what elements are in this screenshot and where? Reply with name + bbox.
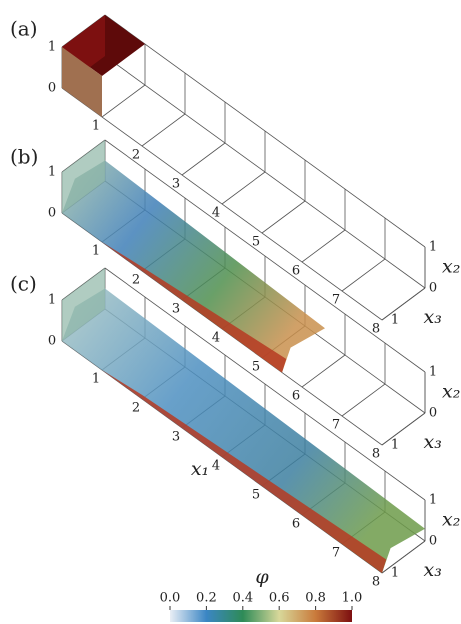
x3-label: x₃	[424, 559, 442, 581]
x1-tick-label: 6	[292, 389, 300, 404]
x1-tick-label: 8	[372, 447, 380, 462]
colorbar-label: φ	[255, 566, 269, 588]
colorbar-tick-label: 0.8	[305, 591, 326, 606]
figure: φ x₁ 1 2 3 4 5 6 7 8 (a) 0 1 0 1 1 x₂ x₃ 1 2 3 4 5 6 7 8 (b) 0 1 0 1…	[0, 0, 461, 624]
x1-tick-label: 1	[92, 372, 100, 387]
x1-tick-label: 1	[92, 119, 100, 134]
x1-tick-label: 5	[252, 360, 260, 375]
x1-tick-label: 8	[372, 575, 380, 590]
x1-tick-label: 3	[172, 302, 180, 317]
tick-line	[222, 172, 265, 204]
x2-tick-label: 1	[429, 493, 437, 508]
x3-tick-label: 1	[391, 313, 399, 328]
colorbar	[170, 610, 352, 622]
x2-tick-label: 1	[429, 240, 437, 255]
x1-label: x₁	[191, 458, 209, 480]
colorbar-tick-label: 0.2	[196, 591, 217, 606]
colorbar-tick-label: 1.0	[342, 591, 363, 606]
tick-line	[342, 384, 385, 416]
x2-tick-label: 0	[48, 81, 56, 96]
x3-label: x₃	[424, 306, 442, 328]
panel-label: (b)	[10, 145, 38, 169]
x1-tick-label: 5	[252, 488, 260, 503]
tick-line	[302, 355, 345, 387]
tick-line	[382, 288, 425, 320]
panel-label: (a)	[10, 17, 38, 41]
x1-tick-label: 6	[292, 517, 300, 532]
x1-tick-label: 2	[132, 273, 140, 288]
colorbar-tick-label: 0.4	[232, 591, 253, 606]
panel-label: (c)	[10, 272, 37, 296]
x2-label: x₂	[442, 256, 460, 278]
x1-tick-label: 4	[212, 459, 220, 474]
x2-tick-label: 1	[48, 165, 56, 180]
tick-line	[102, 85, 145, 117]
x3-label: x₃	[424, 431, 442, 453]
tick-line	[302, 230, 345, 262]
x1-tick-label: 7	[332, 546, 340, 561]
x2-tick-label: 1	[48, 40, 56, 55]
x2-tick-label: 0	[429, 406, 437, 421]
x3-tick-label: 1	[391, 438, 399, 453]
tick-line	[182, 143, 225, 175]
x2-tick-label: 0	[429, 281, 437, 296]
x2-label: x₂	[442, 381, 460, 403]
tick-line	[142, 114, 185, 146]
colorbar-tick-label: 0.0	[160, 591, 181, 606]
x2-tick-label: 0	[48, 206, 56, 221]
x1-tick-label: 1	[92, 244, 100, 259]
tick-line	[262, 201, 305, 233]
x1-tick-label: 7	[332, 418, 340, 433]
x3-tick-label: 1	[391, 566, 399, 581]
colorbar-tick-label: 0.6	[269, 591, 290, 606]
x2-label: x₂	[442, 509, 460, 531]
x1-tick-label: 2	[132, 401, 140, 416]
x2-tick-label: 1	[429, 365, 437, 380]
x2-tick-label: 0	[429, 534, 437, 549]
x1-tick-label: 4	[212, 331, 220, 346]
x2-tick-label: 1	[48, 293, 56, 308]
tick-line	[342, 259, 385, 291]
x1-tick-label: 3	[172, 430, 180, 445]
x2-tick-label: 0	[48, 334, 56, 349]
tick-line	[382, 413, 425, 445]
